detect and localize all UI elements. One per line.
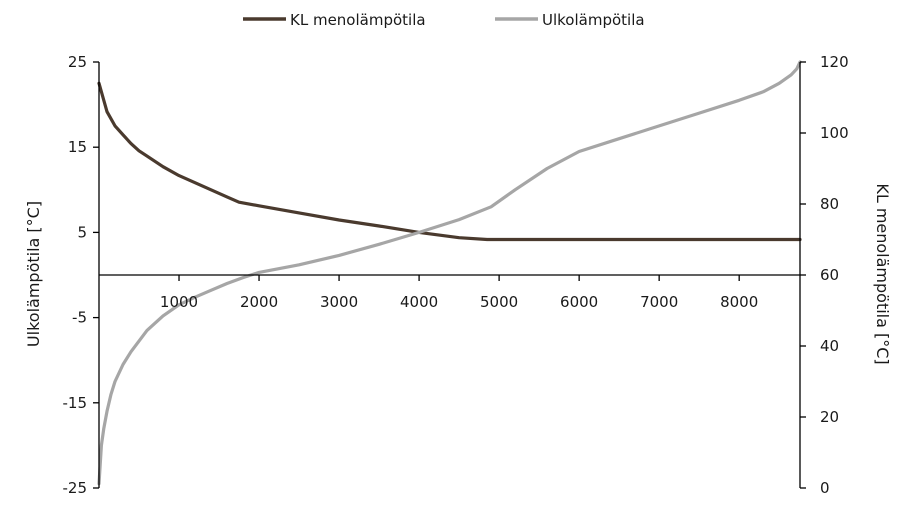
- y-axis-right-title: KL menolämpötila [°C]: [873, 183, 892, 364]
- y-right-tick-label: 80: [820, 195, 839, 213]
- y-right-tick-label: 120: [820, 53, 849, 71]
- x-tick-label: 6000: [560, 293, 598, 311]
- y-right-tick-label: 20: [820, 408, 839, 426]
- y-right-tick-label: 60: [820, 266, 839, 284]
- y-right-tick-label: 0: [820, 479, 830, 497]
- x-tick-label: 8000: [720, 293, 758, 311]
- axes-layer: 25 15 5 -5 -15 -25 120 100 80 60 40 20 0 1000 2000 3000…: [63, 53, 849, 497]
- y-right-tick-label: 40: [820, 337, 839, 355]
- y-left-tick-label: 15: [68, 138, 87, 156]
- x-tick-label: 4000: [400, 293, 438, 311]
- x-tick-label: 1000: [160, 293, 198, 311]
- series-layer: [97, 60, 802, 486]
- legend: KL menolämpötila Ulkolämpötila: [243, 11, 645, 29]
- y-axis-left-title: Ulkolämpötila [°C]: [24, 201, 43, 347]
- series-line-0: [97, 81, 802, 242]
- legend-label-1: Ulkolämpötila: [542, 11, 645, 29]
- series-line-1: [97, 60, 802, 486]
- x-tick-label: 3000: [320, 293, 358, 311]
- y-right-tick-label: 100: [820, 124, 849, 142]
- y-left-tick-label: 25: [68, 53, 87, 71]
- y-left-tick-label: -15: [63, 394, 88, 412]
- y-left-tick-label: -25: [63, 479, 88, 497]
- legend-label-0: KL menolämpötila: [290, 11, 426, 29]
- x-tick-label: 2000: [240, 293, 278, 311]
- y-left-tick-label: 5: [77, 223, 87, 241]
- x-tick-label: 7000: [640, 293, 678, 311]
- x-tick-label: 5000: [480, 293, 518, 311]
- y-left-tick-label: -5: [72, 309, 87, 327]
